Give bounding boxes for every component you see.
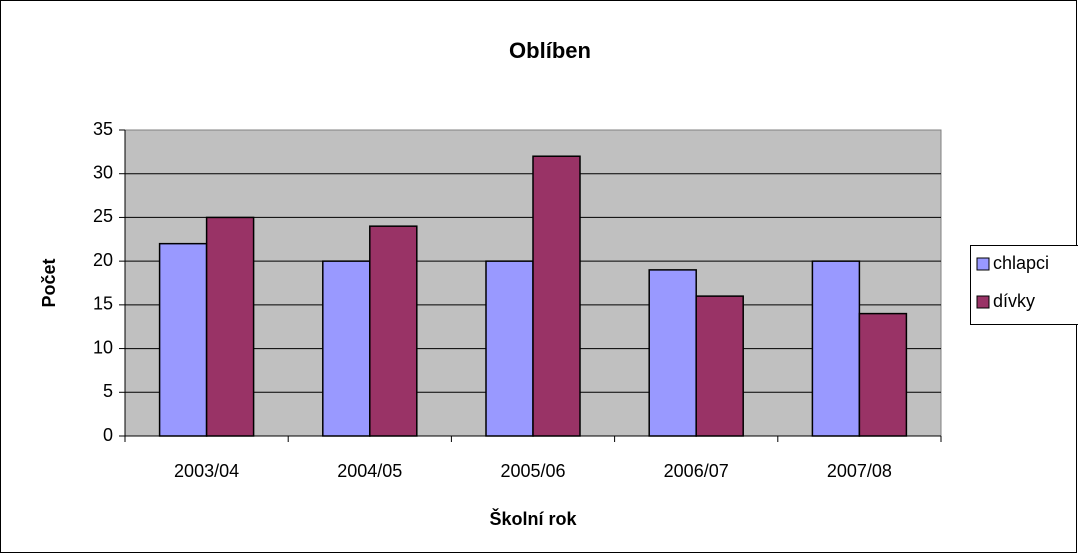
- legend-swatch: [976, 257, 990, 271]
- chart-title: Oblíben: [509, 38, 591, 63]
- y-axis-label: Počet: [39, 258, 59, 307]
- y-tick-label: 10: [93, 337, 113, 357]
- bar: [205, 216, 255, 437]
- x-tick-label: 2007/08: [827, 461, 892, 481]
- x-tick-label: 2006/07: [664, 461, 729, 481]
- bar: [532, 155, 581, 437]
- y-tick-label: 25: [93, 206, 113, 226]
- y-tick-label: 5: [103, 381, 113, 401]
- bar: [695, 295, 744, 437]
- bar: [811, 260, 861, 437]
- bar: [369, 225, 418, 437]
- y-tick-label: 20: [93, 250, 113, 270]
- x-tick-label: 2004/05: [337, 461, 402, 481]
- legend-label: dívky: [993, 291, 1035, 311]
- y-tick-label: 30: [93, 162, 113, 182]
- y-tick-label: 15: [93, 294, 113, 314]
- bar: [648, 269, 697, 437]
- legend-swatch: [976, 295, 990, 309]
- bar: [858, 312, 908, 437]
- bar: [485, 260, 534, 437]
- y-tick-label: 35: [93, 119, 113, 139]
- y-tick-label: 0: [103, 425, 113, 445]
- x-tick-label: 2005/06: [500, 461, 565, 481]
- x-tick-label: 2003/04: [174, 461, 239, 481]
- legend-label: chlapci: [993, 253, 1049, 273]
- bar: [158, 242, 208, 437]
- bar: [322, 260, 371, 437]
- x-axis-label: Školní rok: [489, 508, 577, 529]
